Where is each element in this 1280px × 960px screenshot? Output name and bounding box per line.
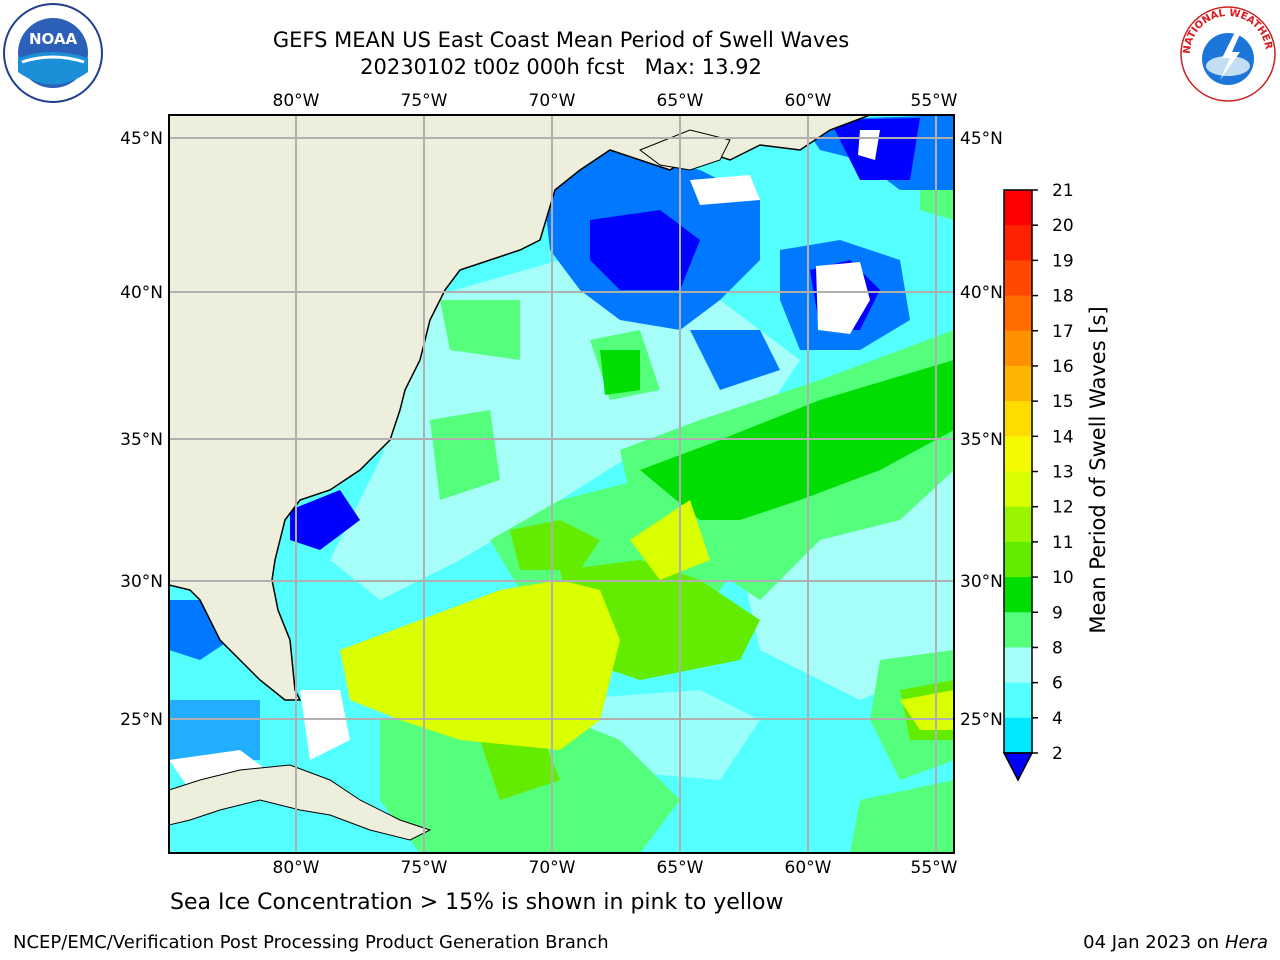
colorbar-band (1004, 506, 1032, 543)
lon-tick-bottom: 60°W (785, 858, 832, 878)
lon-tick-top: 80°W (273, 91, 320, 111)
colorbar-tick-label: 9 (1052, 603, 1063, 623)
colorbar-band (1004, 717, 1032, 754)
colorbar-band (1004, 365, 1032, 402)
colorbar-band (1004, 295, 1032, 332)
map-gridlines (169, 115, 954, 853)
colorbar-band (1004, 401, 1032, 437)
colorbar-tick-label: 8 (1052, 638, 1063, 658)
colorbar-tick-label: 6 (1052, 674, 1063, 694)
colorbar-band (1004, 682, 1032, 719)
sea-ice-note: Sea Ice Concentration > 15% is shown in … (170, 890, 784, 915)
colorbar-under-triangle (1002, 752, 1034, 782)
lat-tick-right: 25°N (960, 710, 1003, 730)
colorbar-tick-label: 17 (1052, 322, 1074, 342)
colorbar-tick-label: 20 (1052, 216, 1074, 236)
lat-tick-left: 45°N (120, 129, 163, 149)
colorbar-tick-label: 10 (1052, 568, 1074, 588)
colorbar-tick-label: 15 (1052, 392, 1074, 412)
lat-tick-right: 35°N (960, 430, 1003, 450)
lat-tick-right: 40°N (960, 283, 1003, 303)
lon-tick-top: 60°W (785, 91, 832, 111)
footer-credit: NCEP/EMC/Verification Post Processing Pr… (13, 932, 609, 953)
lat-tick-left: 40°N (120, 283, 163, 303)
lon-tick-top: 55°W (911, 91, 958, 111)
colorbar-tick-label: 18 (1052, 287, 1074, 307)
colorbar-tick-label: 16 (1052, 357, 1074, 377)
colorbar-band (1004, 190, 1032, 226)
chart-title: GEFS MEAN US East Coast Mean Period of S… (272, 28, 850, 52)
chart-subtitle: 20230102 t00z 000h fcst Max: 13.92 (360, 55, 762, 79)
lat-ticks-right: 45°N 40°N 35°N 30°N 25°N (960, 129, 1003, 730)
footer-host: Hera (1224, 932, 1268, 953)
lon-tick-bottom: 70°W (529, 858, 576, 878)
colorbar-tick-label: 4 (1052, 709, 1063, 729)
colorbar-tick-label: 21 (1052, 181, 1074, 201)
colorbar-band (1004, 471, 1032, 508)
map-frame (168, 114, 955, 854)
lat-tick-right: 45°N (960, 129, 1003, 149)
lat-tick-right: 30°N (960, 572, 1003, 592)
lon-tick-bottom: 80°W (273, 858, 320, 878)
colorbar-band (1004, 647, 1032, 684)
colorbar-tick-label: 13 (1052, 463, 1074, 483)
colorbar-tick-label: 12 (1052, 498, 1074, 518)
lat-tick-left: 30°N (120, 572, 163, 592)
colorbar-band (1004, 225, 1032, 261)
colorbar-band (1004, 330, 1032, 367)
lon-tick-top: 75°W (401, 91, 448, 111)
lon-ticks-top: 80°W 75°W 70°W 65°W 60°W 55°W (273, 91, 958, 111)
footer-date: 04 Jan 2023 on Hera (1083, 932, 1268, 953)
colorbar-tick-label: 11 (1052, 533, 1074, 553)
lon-tick-bottom: 55°W (911, 858, 958, 878)
noaa-logo: NOAA (3, 3, 103, 103)
lon-ticks-bottom: 80°W 75°W 70°W 65°W 60°W 55°W (273, 858, 958, 878)
lon-tick-top: 70°W (529, 91, 576, 111)
lat-tick-left: 35°N (120, 430, 163, 450)
colorbar-tick-label: 14 (1052, 427, 1074, 447)
colorbar: 21 20 19 18 17 16 15 14 13 12 11 10 9 8 6 4 2 (1002, 181, 1074, 782)
lon-tick-bottom: 75°W (401, 858, 448, 878)
colorbar-tick-label: 2 (1052, 744, 1063, 764)
lat-tick-left: 25°N (120, 710, 163, 730)
nws-logo: NATIONAL WEATHER SERVICE (1178, 4, 1276, 102)
colorbar-band (1004, 541, 1032, 578)
footer-date-text: 04 Jan 2023 on (1083, 932, 1220, 953)
lon-tick-bottom: 65°W (657, 858, 704, 878)
colorbar-band (1004, 612, 1032, 648)
colorbar-tick-label: 19 (1052, 251, 1074, 271)
colorbar-label: Mean Period of Swell Waves [s] (1086, 306, 1110, 633)
noaa-logo-text: NOAA (29, 30, 78, 48)
colorbar-band (1004, 577, 1032, 613)
colorbar-band (1004, 260, 1032, 297)
colorbar-band (1004, 436, 1032, 472)
lon-tick-top: 65°W (657, 91, 704, 111)
map-field (169, 115, 954, 853)
lat-ticks-left: 45°N 40°N 35°N 30°N 25°N (120, 129, 163, 730)
